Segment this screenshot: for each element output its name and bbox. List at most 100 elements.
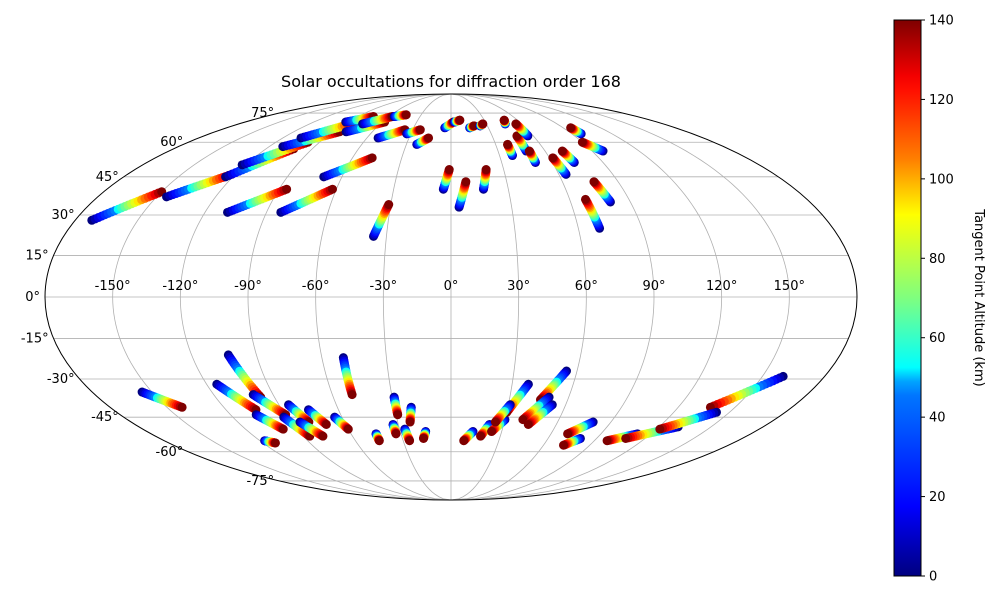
occultation-track — [523, 400, 557, 429]
colorbar-tick-label: 140 — [929, 14, 954, 29]
occultation-track — [87, 187, 167, 225]
data-point — [401, 110, 411, 120]
lat-tick-label: -45° — [91, 410, 119, 425]
occultation-track — [557, 146, 579, 167]
colorbar-ticks: 0 20 40 60 80 100 120 140 — [921, 14, 954, 585]
occultation-track — [330, 412, 353, 434]
lon-tick-label: -60° — [302, 279, 330, 294]
occultation-track — [212, 379, 261, 415]
occultation-track — [400, 424, 415, 446]
lon-tick-label: -150° — [95, 279, 131, 294]
occultation-track — [454, 177, 471, 212]
lat-tick-label: -30° — [47, 372, 75, 387]
data-point — [655, 424, 665, 434]
data-point — [524, 146, 534, 156]
data-point — [318, 431, 328, 441]
occultation-track — [303, 405, 331, 429]
data-point — [415, 125, 425, 135]
data-point — [321, 419, 331, 429]
occultation-track — [260, 436, 280, 448]
occultation-track — [338, 353, 357, 400]
data-point — [577, 137, 587, 147]
occultation-track — [577, 137, 608, 156]
lon-tick-label: -90° — [234, 279, 262, 294]
data-point — [282, 184, 292, 194]
occultation-track — [389, 110, 411, 122]
data-point — [405, 417, 415, 427]
chart-title: Solar occultations for diffraction order… — [281, 72, 621, 91]
colorbar-tick-label: 40 — [929, 411, 946, 426]
data-point — [278, 424, 288, 434]
data-point — [557, 146, 567, 156]
lat-tick-label: -15° — [21, 332, 49, 347]
data-point — [499, 115, 509, 125]
lat-tick-label: -60° — [156, 445, 184, 460]
occultation-track — [563, 417, 598, 439]
occultation-track — [237, 137, 313, 170]
data-point — [444, 165, 454, 175]
lat-tick-label: 15° — [26, 248, 49, 263]
colorbar-tick-label: 0 — [929, 570, 937, 585]
data-point — [490, 417, 500, 427]
data-point — [177, 402, 187, 412]
data-point — [503, 139, 513, 149]
occultation-track — [511, 119, 533, 141]
data-point — [343, 424, 353, 434]
occultation-track — [566, 123, 586, 139]
occultation-track — [499, 115, 510, 129]
data-point — [566, 123, 576, 133]
occultation-track — [705, 371, 788, 412]
map-border — [44, 93, 858, 501]
occultation-track — [490, 400, 515, 427]
colorbar-tick-label: 80 — [929, 252, 946, 267]
colorbar-tick-label: 20 — [929, 490, 946, 505]
colorbar-gradient — [893, 19, 922, 577]
occultation-track — [369, 200, 394, 241]
data-point — [511, 119, 521, 129]
data-point — [563, 429, 573, 439]
colorbar: 0 20 40 60 80 100 120 140 Tangent Point Altitud… — [893, 14, 986, 585]
occultation-track — [319, 153, 377, 182]
data-point — [621, 433, 631, 443]
lon-tick-label: 120° — [706, 279, 737, 294]
data-point — [487, 427, 497, 437]
lat-tick-label: 0° — [25, 290, 40, 305]
data-point — [523, 419, 533, 429]
data-point — [270, 438, 280, 448]
data-point — [602, 436, 612, 446]
occultation-track — [358, 112, 397, 129]
occultation-track — [137, 387, 187, 412]
occultation-track — [589, 177, 615, 207]
data-point — [391, 429, 401, 439]
occultation-track — [438, 165, 454, 194]
lon-tick-label: 60° — [575, 279, 598, 294]
data-point — [374, 436, 384, 446]
colorbar-tick-label: 120 — [929, 93, 954, 108]
occultation-track — [276, 184, 337, 217]
occultation-track — [223, 184, 292, 217]
map-plot-area: -150° -120° -90° -60° -30° 0° 30° 60° 90° 120° 150… — [21, 93, 858, 501]
occultation-track — [459, 427, 478, 446]
lon-tick-label: -30° — [369, 279, 397, 294]
occultation-track — [405, 402, 416, 427]
data-point — [512, 131, 522, 141]
data-point — [455, 115, 465, 125]
occultation-track — [248, 390, 291, 420]
graticule — [45, 94, 857, 500]
colorbar-label: Tangent Point Altitude (km) — [971, 208, 986, 386]
longitude-tick-labels: -150° -120° -90° -60° -30° 0° 30° 60° 90° 120° 150… — [95, 279, 805, 294]
lat-tick-label: -75° — [246, 474, 274, 489]
occultation-track — [449, 115, 465, 127]
occultation-track — [419, 427, 431, 443]
data-point — [347, 390, 357, 400]
data-point — [580, 194, 590, 204]
lat-tick-label: 60° — [160, 135, 183, 150]
lat-tick-label: 75° — [251, 106, 274, 121]
data-point — [405, 436, 415, 446]
lat-tick-label: 45° — [96, 170, 119, 185]
lon-tick-label: 150° — [774, 279, 805, 294]
occultation-track — [389, 392, 403, 420]
data-point — [328, 184, 337, 194]
lat-tick-label: 30° — [52, 208, 75, 223]
